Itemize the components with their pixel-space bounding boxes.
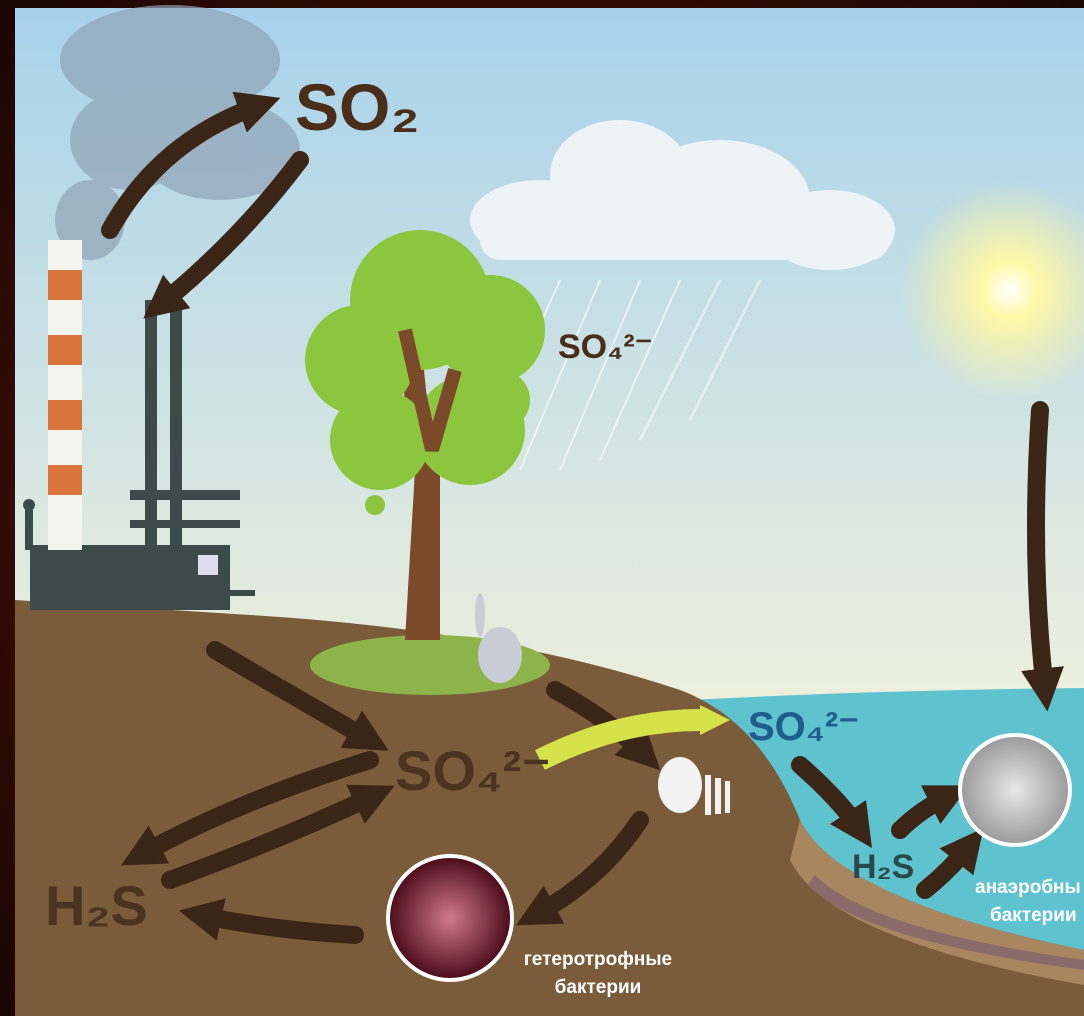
so2-label: SO₂ — [295, 70, 420, 144]
page: SO₂ SO₄²⁻ SO₄²⁻ H₂S SO₄²⁻ H₂S гетеротроф… — [0, 0, 1084, 1016]
rabbit — [478, 627, 522, 683]
soil-sulfate-label: SO₄²⁻ — [395, 739, 551, 802]
water-h2s-label: H₂S — [852, 848, 914, 886]
window — [198, 555, 218, 575]
rain-sulfate-label: SO₄²⁻ — [558, 328, 653, 366]
soil-h2s-label: H₂S — [45, 874, 148, 937]
rabbit-ear — [475, 593, 485, 637]
bacteria-label: бактерии — [990, 905, 1077, 926]
chimney — [48, 240, 82, 550]
water-sulfate-label: SO₄²⁻ — [748, 705, 859, 749]
sulfur-cycle-diagram: SO₂ SO₄²⁻ SO₄²⁻ H₂S SO₄²⁻ H₂S гетеротроф… — [0, 0, 1084, 1016]
bacteria-label: гетеротрофные — [524, 949, 672, 970]
bacteria-label: анаэробны — [975, 877, 1081, 898]
heterotrophic-bacteria — [388, 856, 512, 980]
anaerobic-bacteria — [960, 735, 1070, 845]
bacteria-label: бактерии — [555, 977, 642, 998]
